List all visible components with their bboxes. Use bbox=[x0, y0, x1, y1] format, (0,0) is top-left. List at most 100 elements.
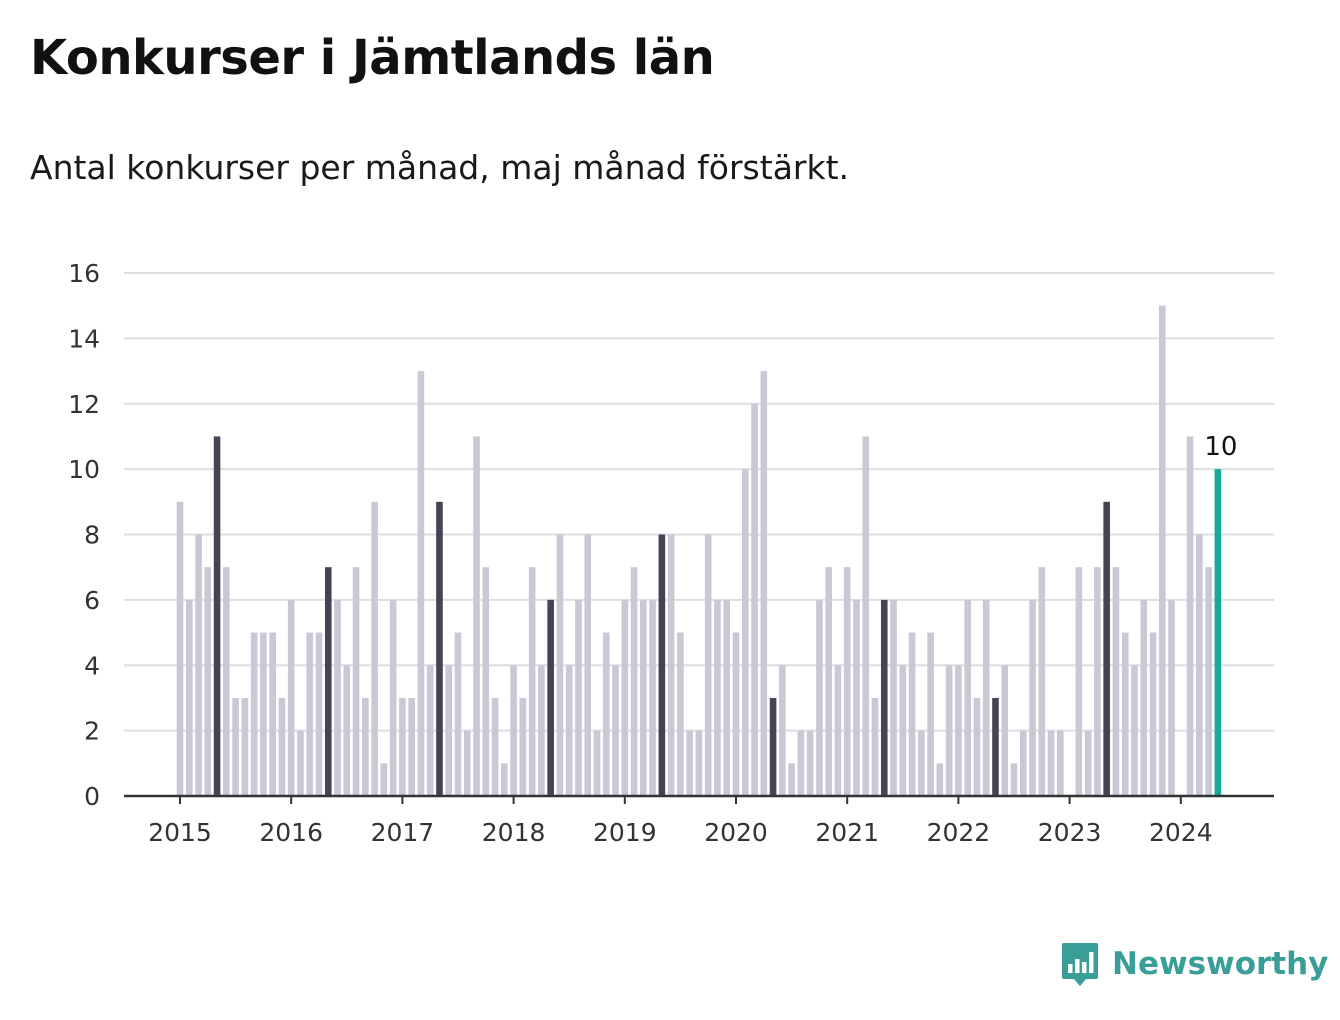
bar bbox=[343, 665, 351, 796]
bar bbox=[1112, 567, 1120, 796]
bar bbox=[908, 632, 916, 796]
bar bbox=[797, 730, 805, 797]
x-tick-label: 2016 bbox=[259, 818, 323, 847]
bar bbox=[992, 697, 999, 796]
data-label-latest: 10 bbox=[1204, 432, 1237, 462]
bar bbox=[1029, 599, 1036, 797]
y-tick-label: 8 bbox=[84, 521, 100, 550]
bar bbox=[528, 567, 536, 796]
bar bbox=[816, 599, 823, 797]
bar bbox=[195, 534, 202, 796]
bars bbox=[176, 305, 1222, 797]
bar bbox=[362, 697, 369, 796]
bar bbox=[380, 763, 388, 796]
bar bbox=[871, 697, 879, 796]
x-tick-label: 2024 bbox=[1149, 818, 1213, 847]
bar bbox=[602, 632, 610, 796]
brand-name: Newsworthy bbox=[1112, 946, 1329, 982]
bar bbox=[640, 599, 647, 797]
bar bbox=[649, 599, 656, 797]
bar bbox=[1075, 567, 1083, 796]
bar bbox=[751, 403, 758, 796]
bar bbox=[843, 567, 851, 796]
bar bbox=[584, 534, 592, 796]
newsworthy-logo[interactable]: Newsworthy bbox=[1060, 940, 1328, 988]
bar bbox=[1158, 305, 1166, 796]
bar bbox=[945, 665, 953, 796]
bar bbox=[565, 665, 573, 796]
chart-title: Konkurser i Jämtlands län bbox=[30, 30, 715, 86]
bar bbox=[1038, 567, 1046, 796]
x-tick-label: 2021 bbox=[815, 818, 879, 847]
bar bbox=[955, 665, 962, 796]
bar bbox=[538, 665, 545, 796]
bar bbox=[352, 567, 360, 796]
bar bbox=[1103, 501, 1110, 796]
bar bbox=[1196, 534, 1203, 796]
bar bbox=[547, 599, 554, 797]
bar bbox=[1140, 599, 1148, 797]
bar bbox=[612, 665, 619, 796]
bar bbox=[1001, 665, 1009, 796]
bar bbox=[260, 632, 267, 796]
bar bbox=[723, 599, 731, 797]
bar bbox=[834, 665, 842, 796]
bar bbox=[964, 599, 971, 797]
gridlines bbox=[124, 272, 1274, 732]
bar bbox=[250, 632, 258, 796]
bar bbox=[556, 534, 564, 796]
bar bbox=[399, 697, 406, 796]
y-tick-label: 4 bbox=[84, 651, 100, 680]
y-tick-label: 12 bbox=[68, 390, 100, 419]
bar bbox=[213, 436, 221, 796]
bar bbox=[454, 632, 462, 796]
bar bbox=[1019, 730, 1027, 797]
bar bbox=[806, 730, 814, 797]
data-labels: 10 bbox=[1204, 432, 1237, 462]
bar bbox=[677, 632, 684, 796]
bar bbox=[408, 697, 415, 796]
y-tick-label: 10 bbox=[68, 455, 100, 484]
bar bbox=[853, 599, 860, 797]
bar bbox=[732, 632, 740, 796]
bar bbox=[1084, 730, 1092, 797]
x-tick-label: 2020 bbox=[704, 818, 768, 847]
bar bbox=[176, 501, 184, 796]
bar bbox=[1057, 730, 1064, 797]
bar bbox=[695, 730, 703, 797]
bar bbox=[658, 534, 666, 796]
bar bbox=[1131, 665, 1138, 796]
bar bbox=[324, 567, 332, 796]
bar bbox=[463, 730, 471, 797]
bar bbox=[491, 697, 499, 796]
y-axis-ticks: 0 2 4 6 8 10 12 14 16 bbox=[68, 259, 100, 811]
bar bbox=[241, 697, 249, 796]
x-tick-label: 2017 bbox=[371, 818, 435, 847]
bar bbox=[1047, 730, 1055, 797]
bar bbox=[1121, 632, 1129, 796]
bar bbox=[918, 730, 925, 797]
y-tick-label: 0 bbox=[84, 782, 100, 811]
y-tick-label: 2 bbox=[84, 717, 100, 746]
bar bbox=[417, 371, 425, 796]
bar bbox=[204, 567, 212, 796]
bar bbox=[287, 599, 295, 797]
bar bbox=[973, 697, 981, 796]
chart-subtitle: Antal konkurser per månad, maj månad för… bbox=[30, 148, 850, 187]
bar bbox=[1168, 599, 1175, 797]
bar bbox=[936, 763, 944, 796]
bar bbox=[862, 436, 870, 796]
bar bbox=[278, 697, 286, 796]
bar bbox=[1094, 567, 1101, 796]
bar bbox=[890, 599, 897, 797]
bar bbox=[315, 632, 323, 796]
bar bbox=[686, 730, 693, 797]
bar bbox=[269, 632, 276, 796]
bar bbox=[185, 599, 193, 797]
bar bbox=[982, 599, 990, 797]
x-tick-label: 2023 bbox=[1038, 818, 1102, 847]
bar bbox=[1010, 763, 1018, 796]
bar bbox=[825, 567, 832, 796]
bar bbox=[621, 599, 629, 797]
